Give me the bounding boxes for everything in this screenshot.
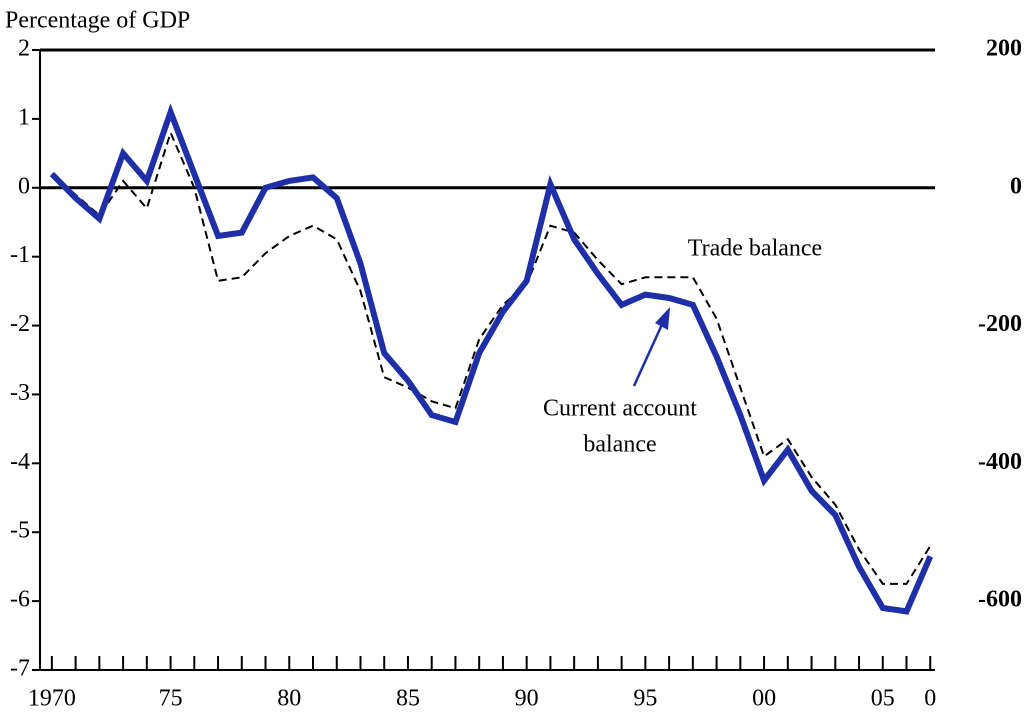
y2-tick-label: -200: [978, 311, 1022, 337]
y-tick-label: -1: [10, 242, 30, 268]
x-tick-label: 95: [633, 686, 657, 712]
y-tick-label: -3: [10, 380, 30, 406]
legend-label: balance: [583, 432, 656, 458]
y2-tick-label: 0: [1010, 173, 1022, 199]
series-line: [49, 103, 934, 615]
y-tick-label: -7: [10, 656, 30, 682]
y2-tick-label: 200: [986, 36, 1022, 62]
y-tick-label: 1: [18, 104, 30, 130]
y-tick-label: 2: [18, 36, 30, 62]
y-tick-label: -4: [10, 449, 30, 475]
x-tick-label: 1970: [28, 686, 76, 712]
y-tick-label: 0: [18, 173, 30, 199]
x-tick-label: 0: [924, 686, 936, 712]
y-tick-label: -6: [10, 587, 30, 613]
legend-label: Current account: [543, 396, 697, 422]
x-tick-label: 85: [396, 686, 420, 712]
legend-label: Trade balance: [688, 236, 822, 262]
x-tick-label: 75: [159, 686, 183, 712]
arrow-shaft: [632, 319, 666, 387]
y2-tick-label: -600: [978, 587, 1022, 613]
y-tick-label: -2: [10, 311, 30, 337]
x-tick-label: 90: [515, 686, 539, 712]
x-tick-label: 00: [752, 686, 776, 712]
x-tick-label: 80: [277, 686, 301, 712]
arrow-head: [655, 307, 670, 330]
y2-tick-label: -400: [978, 449, 1022, 475]
series-line: [51, 129, 932, 585]
x-tick-label: 05: [871, 686, 895, 712]
y-tick-label: -5: [10, 518, 30, 544]
y-axis-label: Percentage of GDP: [5, 8, 190, 34]
